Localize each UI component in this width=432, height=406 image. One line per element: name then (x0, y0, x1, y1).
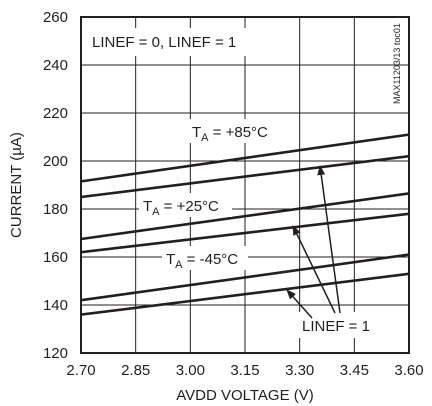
series-line-2 (81, 154, 409, 199)
y-tick-label: 160 (43, 249, 68, 266)
condition-label-box (83, 28, 263, 56)
ta85-sub: A (201, 132, 209, 144)
y-tick-label: 180 (43, 201, 68, 218)
series-line-1 (81, 133, 409, 183)
linef-arrow-85 (317, 165, 341, 314)
x-tick-label: 3.45 (340, 362, 369, 379)
y-tick-label: 260 (43, 9, 68, 26)
ta25-sub: A (152, 206, 160, 218)
ta25-label-box (139, 193, 232, 217)
series-line-6 (81, 272, 409, 316)
y-tick-label: 120 (43, 345, 68, 362)
tam45-sub: A (175, 259, 183, 271)
linef-label: LINEF = 1 (302, 318, 370, 335)
ta85-label: TA = +85°C (192, 124, 268, 144)
series-line-3 (81, 192, 409, 241)
series-layer (81, 133, 409, 316)
y-tick-label: 220 (43, 105, 68, 122)
x-tick-label: 2.85 (121, 362, 150, 379)
y-axis-title: CURRENT (µA) (8, 132, 25, 238)
y-tick-label: 240 (43, 57, 68, 74)
ta25-prefix: T (143, 198, 152, 215)
x-tick-label: 3.60 (394, 362, 423, 379)
tam45-label: TA = -45°C (166, 251, 238, 271)
tam45-prefix: T (166, 251, 175, 268)
linef-arrow-45 (286, 289, 313, 319)
x-tick-label: 3.15 (230, 362, 259, 379)
ta85-prefix: T (192, 124, 201, 141)
grid (81, 17, 409, 353)
series-line-4 (81, 212, 409, 254)
series-line-5 (81, 253, 409, 302)
tam45-label-box (162, 246, 248, 270)
linef-label-box (298, 312, 386, 338)
x-axis-title: AVDD VOLTAGE (V) (176, 387, 314, 404)
y-tick-labels: 120 140 160 180 200 220 240 260 (43, 9, 68, 362)
ta25-label: TA = +25°C (143, 198, 219, 218)
x-tick-labels: 2.70 2.85 3.00 3.15 3.30 3.45 3.60 (66, 362, 423, 379)
y-tick-label: 200 (43, 153, 68, 170)
plot-frame (80, 16, 410, 354)
ta85-suffix: = +85°C (209, 124, 269, 141)
linef-arrow-25 (292, 225, 336, 314)
tam45-suffix: = -45°C (183, 251, 239, 268)
chart-id: MAX11203/13 toc01 (392, 23, 402, 104)
x-tick-label: 2.70 (66, 362, 95, 379)
x-tick-label: 3.30 (285, 362, 314, 379)
condition-label: LINEF = 0, LINEF = 1 (92, 34, 236, 51)
x-tick-label: 3.00 (176, 362, 205, 379)
y-tick-label: 140 (43, 297, 68, 314)
ta25-suffix: = +25°C (160, 198, 220, 215)
ta85-label-box (188, 119, 292, 143)
